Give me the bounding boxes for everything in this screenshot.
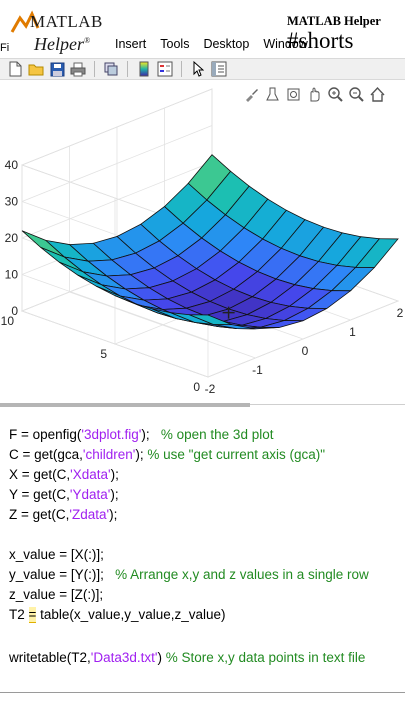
link-icon[interactable] (102, 60, 120, 78)
code-token: F = openfig( (9, 427, 82, 442)
menu-desktop[interactable]: Desktop (203, 37, 250, 51)
menu-window[interactable]: Window (263, 37, 308, 51)
code-token: T2 (9, 607, 29, 622)
open-file-icon[interactable] (27, 60, 45, 78)
code-line: x_value = [X(:)]; (9, 545, 104, 565)
tick-label: 10 (1, 314, 15, 328)
figure-window-header: MATLAB Helper® Fi Insert Tools Desktop Wind… (0, 0, 405, 58)
code-editor[interactable]: F = openfig('3dplot.fig'); % open the 3d… (0, 410, 405, 695)
menu-insert[interactable]: Insert (115, 37, 147, 51)
tick-label: 1 (349, 325, 356, 339)
toolbar-separator (181, 61, 182, 77)
logo-matlab-text: MATLAB (30, 12, 103, 31)
logo-helper-text: Helper® (34, 34, 91, 54)
code-line: Z = get(C,'Zdata'); (9, 505, 117, 525)
tick-label: 0 (193, 380, 200, 394)
code-token: ); (135, 447, 148, 462)
figure-canvas[interactable]: 0 10 20 30 40 -2 -1 0 1 2 0 5 10 (0, 81, 405, 403)
tick-label: 40 (5, 158, 19, 172)
menu-tools[interactable]: Tools (160, 37, 190, 51)
code-line: F = openfig('3dplot.fig'); % open the 3d… (9, 425, 273, 445)
cursor-crosshair (222, 306, 235, 319)
code-token: Y = get(C, (9, 487, 70, 502)
code-string: '3dplot.fig' (81, 427, 142, 442)
file-menu-partial[interactable]: Fi (0, 42, 10, 54)
splitter-bar[interactable] (0, 403, 250, 407)
code-token: y_value = [Y(:)]; (9, 567, 116, 582)
data-tips-icon[interactable] (263, 85, 282, 104)
menu-bar: Insert Tools Desktop Window (108, 36, 315, 52)
tick-label: 5 (100, 347, 107, 361)
code-comment: % Arrange x,y and z values in a single r… (115, 567, 369, 582)
tick-label: -2 (205, 382, 216, 396)
code-token: writetable(T2, (9, 650, 91, 665)
tick-label: -1 (252, 363, 263, 377)
code-token: Z = get(C, (9, 507, 70, 522)
save-icon[interactable] (48, 60, 66, 78)
code-token: X = get(C, (9, 467, 71, 482)
new-figure-icon[interactable] (6, 60, 24, 78)
pan-icon[interactable] (305, 85, 324, 104)
matlab-helper-logo: MATLAB Helper® Fi (0, 6, 110, 56)
code-token: x_value = [X(:)]; (9, 547, 104, 562)
tick-label: 2 (397, 306, 404, 320)
highlighted-token: = (28, 607, 37, 623)
tick-label: 30 (5, 195, 19, 209)
editor-bottom-border (0, 692, 405, 693)
code-token: ); (110, 487, 119, 502)
print-icon[interactable] (69, 60, 87, 78)
logo-wave-icon (10, 10, 40, 33)
tick-label: 0 (11, 304, 18, 318)
code-token: ); (109, 507, 118, 522)
code-string: 'Data3d.txt' (90, 650, 158, 665)
brand-name: MATLAB Helper (287, 14, 381, 28)
code-string: 'children' (82, 447, 136, 462)
zoom-in-icon[interactable] (326, 85, 345, 104)
code-token: ); (110, 467, 119, 482)
legend-icon[interactable] (156, 60, 174, 78)
code-line: y_value = [Y(:)]; % Arrange x,y and z va… (9, 565, 369, 585)
code-line: X = get(C,'Xdata'); (9, 465, 119, 485)
code-comment: % use "get current axis (gca)" (147, 447, 326, 462)
grid-line (207, 300, 399, 378)
toolbar-separator (127, 61, 128, 77)
code-comment: % Store x,y data points in text file (165, 650, 366, 665)
code-string: 'Zdata' (69, 507, 110, 522)
tick-label: 10 (5, 268, 19, 282)
tick-label: 20 (5, 231, 19, 245)
code-token: ); (141, 427, 161, 442)
brush-icon[interactable] (242, 85, 261, 104)
brand-hashtag: #shorts (287, 28, 354, 53)
splitter-line (250, 404, 405, 405)
code-line: Y = get(C,'Ydata'); (9, 485, 119, 505)
code-token: table(x_value,y_value,z_value) (36, 607, 226, 622)
home-icon[interactable] (368, 85, 387, 104)
surface-patch (189, 314, 232, 326)
code-string: 'Xdata' (70, 467, 111, 482)
code-comment: % open the 3d plot (160, 427, 274, 442)
property-editor-icon[interactable] (210, 60, 228, 78)
code-token: C = get(gca, (9, 447, 83, 462)
axes-toolbar (242, 85, 387, 104)
code-token: ) (157, 650, 166, 665)
tick-label: 0 (302, 344, 309, 358)
figure-toolbar (0, 58, 405, 80)
pointer-icon[interactable] (189, 60, 207, 78)
rotate-icon[interactable] (284, 85, 303, 104)
colorbar-icon[interactable] (135, 60, 153, 78)
code-line: T2 = table(x_value,y_value,z_value) (9, 605, 226, 625)
code-line: writetable(T2,'Data3d.txt') % Store x,y … (9, 648, 365, 668)
code-line: C = get(gca,'children'); % use "get curr… (9, 445, 325, 465)
toolbar-separator (94, 61, 95, 77)
code-token: z_value = [Z(:)]; (9, 587, 104, 602)
brand-watermark: MATLAB Helper #shorts (287, 14, 397, 53)
code-line: z_value = [Z(:)]; (9, 585, 103, 605)
zoom-out-icon[interactable] (347, 85, 366, 104)
code-string: 'Ydata' (69, 487, 111, 502)
